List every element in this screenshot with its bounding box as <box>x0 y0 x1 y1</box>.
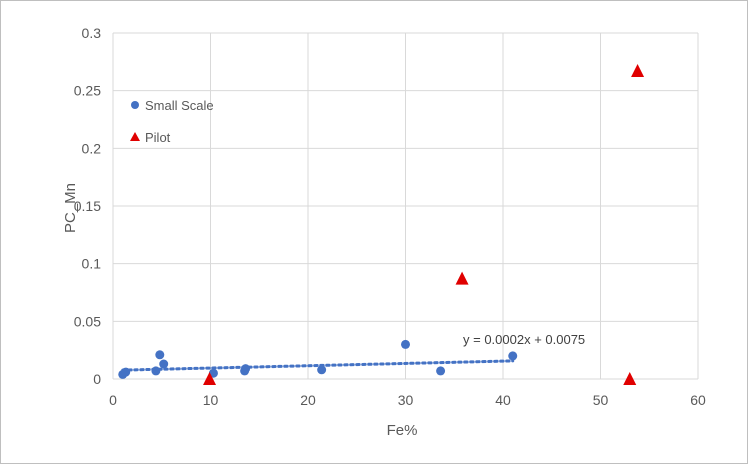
x-tick-label: 10 <box>203 392 219 408</box>
y-tick-label: 0.1 <box>82 256 102 272</box>
y-tick-label: 0.3 <box>82 25 102 41</box>
y-tick-label: 0.05 <box>74 313 101 329</box>
legend-marker-small-scale <box>131 101 139 109</box>
small-scale-point <box>155 350 165 360</box>
y-axis-title: PC_Mn <box>62 183 79 233</box>
y-tick-label: 0.25 <box>74 83 101 99</box>
small-scale-point <box>508 351 518 361</box>
small-scale-point <box>159 359 169 369</box>
pilot-point <box>631 64 645 78</box>
small-scale-point <box>401 339 410 349</box>
x-tick-label: 50 <box>593 392 609 408</box>
small-scale-point <box>317 365 327 375</box>
pilot-point <box>623 372 637 385</box>
pilot-point <box>203 372 217 385</box>
trendline-equation: y = 0.0002x + 0.0075 <box>463 332 585 347</box>
x-tick-label: 40 <box>495 392 511 408</box>
trendline <box>121 359 515 372</box>
legend: Small Scale Pilot <box>130 98 214 145</box>
small-scale-point <box>151 366 161 376</box>
y-tick-label: 0.15 <box>74 198 101 214</box>
y-tick-label: 0 <box>93 371 101 387</box>
x-tick-label: 30 <box>398 392 414 408</box>
legend-marker-pilot <box>130 132 140 141</box>
x-tick-label: 60 <box>690 392 706 408</box>
x-tick-label: 20 <box>300 392 316 408</box>
grid <box>112 32 699 380</box>
data-points <box>118 64 645 385</box>
x-axis-title: Fe% <box>387 422 418 439</box>
pilot-point <box>455 271 469 285</box>
small-scale-point <box>241 364 251 374</box>
legend-label-small-scale: Small Scale <box>145 98 214 113</box>
y-tick-label: 0.2 <box>82 140 102 156</box>
x-tick-label: 0 <box>109 392 117 408</box>
small-scale-point <box>436 366 446 376</box>
axes: 0 10 20 30 40 50 60 0 0.05 0.1 0.15 0.2 0.25 0.3 <box>74 25 706 408</box>
legend-label-pilot: Pilot <box>145 130 171 145</box>
small-scale-point <box>121 367 131 377</box>
trendline-group <box>121 359 515 372</box>
